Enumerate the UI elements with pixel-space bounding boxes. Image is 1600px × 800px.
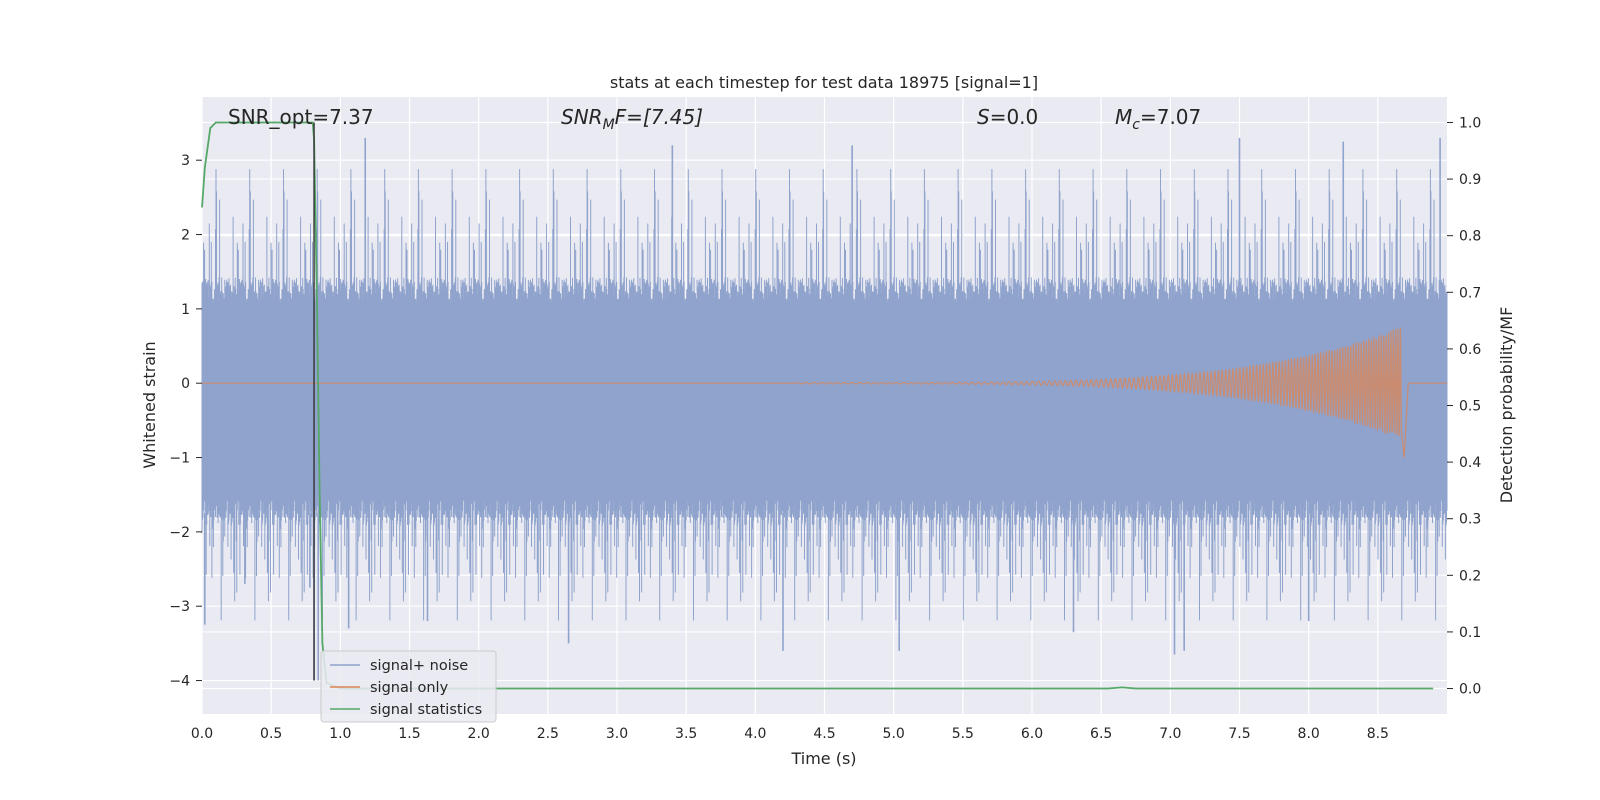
x-tick-label: 5.0 <box>883 726 905 742</box>
legend-label-signal-statistics: signal statistics <box>370 702 482 718</box>
x-tick-label: 0.0 <box>191 726 213 742</box>
y-tick-label: −3 <box>169 599 190 615</box>
annotation-mc-rest: =7.07 <box>1140 105 1201 129</box>
y-tick-label: 1 <box>181 302 190 318</box>
y-tick-label: −1 <box>169 451 190 467</box>
y2-tick-label: 0.8 <box>1459 229 1481 245</box>
legend-label-signal-noise: signal+ noise <box>370 658 468 674</box>
x-tick-label: 3.0 <box>606 726 628 742</box>
annotation-s-main: S <box>977 105 990 129</box>
x-tick-label: 6.5 <box>1090 726 1112 742</box>
annotation-snr-mf-rest: F=[7.45] <box>615 105 703 129</box>
y2-tick-label: 0.1 <box>1459 625 1481 641</box>
x-tick-label: 4.5 <box>813 726 835 742</box>
y2-tick-label: 0.4 <box>1459 455 1481 471</box>
x-tick-label: 0.5 <box>260 726 282 742</box>
x-tick-labels: 0.0 0.5 1.0 1.5 2.0 2.5 3.0 3.5 4.0 4.5 5.0 5.5 6.0 6… <box>191 726 1389 742</box>
y2-tick-label: 0.6 <box>1459 342 1481 358</box>
x-tick-label: 5.5 <box>952 726 974 742</box>
x-tick-label: 7.0 <box>1159 726 1181 742</box>
annotation-snr-opt: SNR_opt=7.37 <box>228 105 374 129</box>
y2-tick-label: 0.9 <box>1459 172 1481 188</box>
y-tick-label: 3 <box>181 153 190 169</box>
y2-tick-label: 0.2 <box>1459 568 1481 584</box>
y-tick-label: −2 <box>169 525 190 541</box>
y-axis-label: Whitened strain <box>140 341 159 468</box>
x-tick-label: 6.0 <box>1021 726 1043 742</box>
signal-only-trace <box>202 327 1447 458</box>
y-tick-labels: 3 2 1 0 −1 −2 −3 −4 <box>169 153 202 690</box>
y-tick-label: 2 <box>181 228 190 244</box>
x-tick-label: 3.5 <box>675 726 697 742</box>
y-tick-label: 0 <box>181 376 190 392</box>
x-tick-label: 1.5 <box>398 726 420 742</box>
legend: signal+ noise signal only signal statist… <box>320 650 497 723</box>
annotation-s: S=0.0 <box>977 105 1038 129</box>
y2-axis-label: Detection probability/MF <box>1497 307 1516 504</box>
chart-title: stats at each timestep for test data 189… <box>610 73 1038 92</box>
signal-statistics-trace <box>201 121 1434 690</box>
x-tick-label: 2.0 <box>468 726 490 742</box>
x-tick-label: 8.0 <box>1298 726 1320 742</box>
x-tick-label: 7.5 <box>1228 726 1250 742</box>
annotation-mc-sub: c <box>1132 117 1140 133</box>
x-tick-label: 2.5 <box>537 726 559 742</box>
y2-tick-label: 0.0 <box>1459 682 1481 698</box>
annotation-mc-main: M <box>1115 105 1132 129</box>
y2-tick-label: 0.5 <box>1459 399 1481 415</box>
y2-tick-label: 1.0 <box>1459 115 1481 131</box>
y-tick-label: −4 <box>169 674 190 690</box>
annotation-mc: Mc=7.07 <box>1115 105 1201 133</box>
legend-box <box>320 650 497 723</box>
annotation-s-rest: =0.0 <box>990 105 1039 129</box>
x-tick-label: 4.0 <box>744 726 766 742</box>
legend-label-signal-only: signal only <box>370 680 449 696</box>
series-signal-statistics <box>201 121 1434 690</box>
series-signal-only <box>202 327 1447 458</box>
x-axis-label: Time (s) <box>790 749 856 768</box>
y2-tick-label: 0.3 <box>1459 512 1481 528</box>
y2-tick-label: 0.7 <box>1459 285 1481 301</box>
annotation-snr-mf-sub: M <box>603 117 615 133</box>
annotation-snr-mf: SNRMF=[7.45] <box>561 105 703 133</box>
x-tick-label: 1.0 <box>329 726 351 742</box>
y2-tick-labels: 1.0 0.9 0.8 0.7 0.6 0.5 0.4 0.3 0.2 0.1 0.0 <box>1447 115 1481 698</box>
annotation-snr-mf-main: SNR <box>561 105 603 129</box>
x-tick-label: 8.5 <box>1367 726 1389 742</box>
